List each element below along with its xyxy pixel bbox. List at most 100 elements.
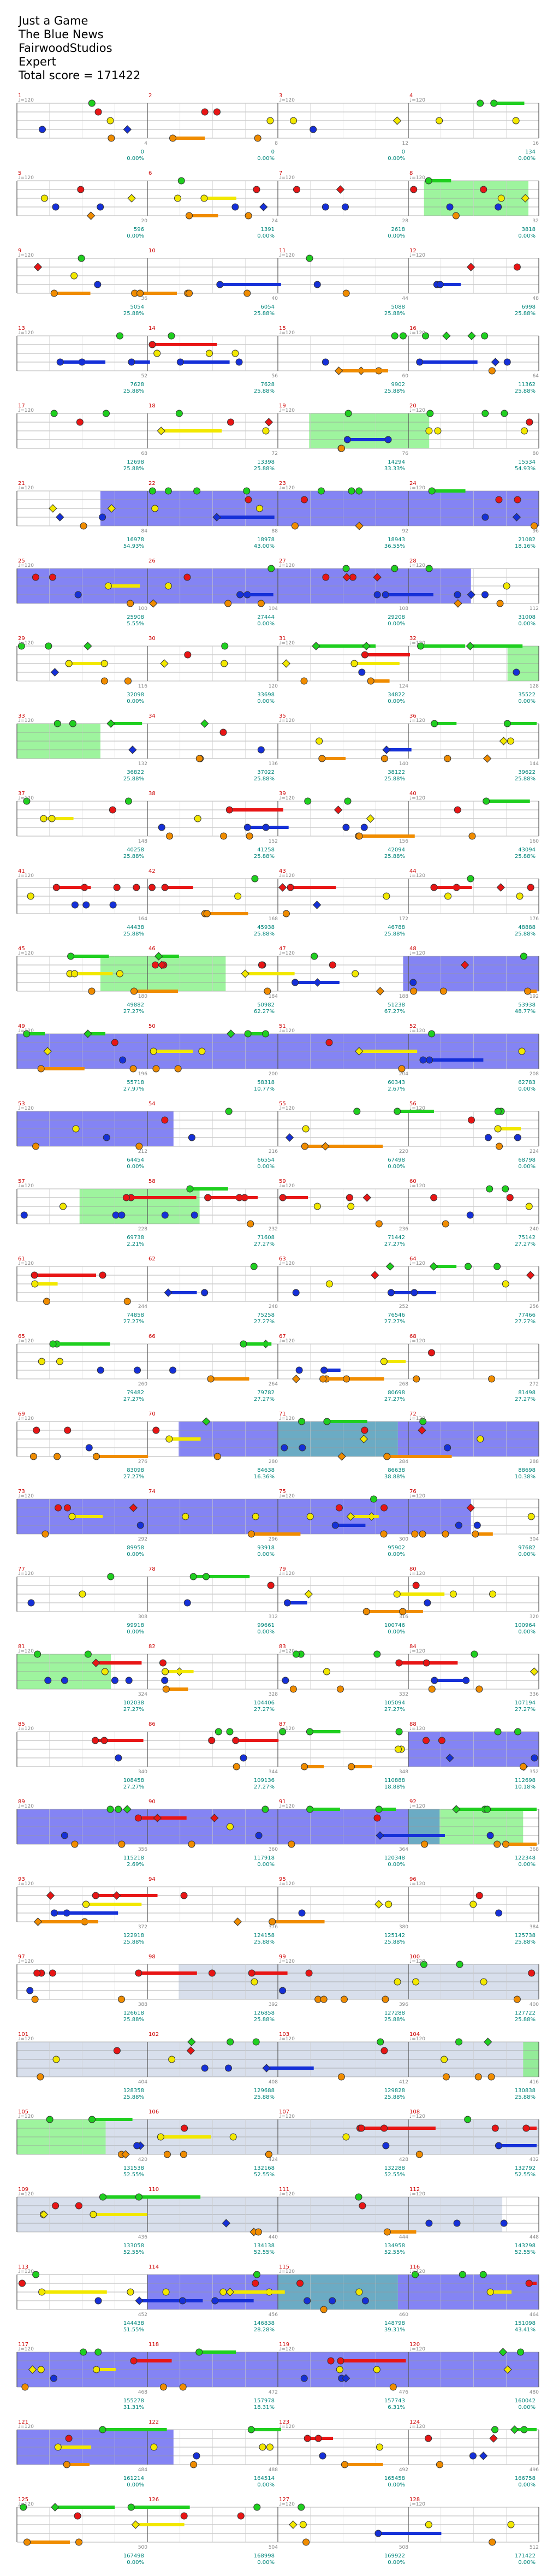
note-gem bbox=[233, 1763, 240, 1770]
note-gem bbox=[302, 2538, 310, 2546]
note-gem bbox=[67, 952, 75, 960]
tempo-mark: ♩=120 bbox=[18, 1261, 34, 1266]
tick-label: 284 bbox=[399, 1459, 408, 1465]
note-gem bbox=[124, 677, 132, 685]
measure-number: 107 bbox=[279, 2109, 289, 2115]
note-gem bbox=[298, 1909, 306, 1917]
tick-label: 208 bbox=[530, 1071, 539, 1077]
measure-percent: 0.00% bbox=[257, 156, 275, 162]
measure-number: 70 bbox=[148, 1411, 156, 1417]
note-gem bbox=[316, 737, 323, 745]
sustain-tail bbox=[54, 1911, 118, 1915]
note-gem bbox=[37, 2073, 44, 2081]
sustain-tail bbox=[131, 360, 150, 364]
note-gem bbox=[373, 2366, 380, 2373]
tempo-mark: ♩=120 bbox=[18, 641, 34, 646]
note-gem bbox=[415, 2151, 423, 2158]
measure-number: 120 bbox=[409, 2342, 420, 2348]
measure-score: 132288 bbox=[384, 2165, 405, 2171]
tick-label: 480 bbox=[530, 2390, 539, 2395]
note-gem bbox=[245, 496, 252, 504]
tick-label: 32 bbox=[533, 218, 539, 224]
note-gem bbox=[475, 1685, 483, 1693]
tempo-mark: ♩=120 bbox=[409, 485, 425, 491]
note-gem bbox=[517, 2348, 525, 2356]
note-gem bbox=[412, 1582, 420, 1589]
tempo-mark: ♩=120 bbox=[18, 1028, 34, 1034]
note-gem bbox=[425, 177, 432, 185]
song-charter: FairwoodStudios bbox=[19, 42, 112, 55]
note-gem bbox=[425, 2435, 432, 2442]
note-gem bbox=[226, 1823, 234, 1831]
note-gem bbox=[99, 1271, 106, 1279]
note-gem bbox=[267, 1582, 275, 1589]
tempo-mark: ♩=120 bbox=[279, 1106, 295, 1111]
note-gem bbox=[99, 513, 106, 521]
measure-percent: 25.88% bbox=[123, 2094, 144, 2100]
tick-label: 152 bbox=[269, 839, 278, 844]
hopo-note bbox=[33, 263, 43, 271]
hopo-note bbox=[241, 969, 249, 978]
hopo-note bbox=[304, 1590, 313, 1598]
measure-percent: 25.88% bbox=[254, 466, 275, 472]
hopo-note bbox=[92, 1659, 100, 1667]
note-gem bbox=[180, 2512, 188, 2520]
note-gem bbox=[53, 1453, 61, 1460]
measure-score: 7628 bbox=[261, 382, 275, 388]
measure-number: 45 bbox=[18, 946, 25, 952]
measure-number: 44 bbox=[409, 868, 417, 874]
note-gem bbox=[70, 272, 78, 280]
note-gem bbox=[27, 1599, 35, 1607]
note-gem bbox=[495, 1909, 503, 1917]
measure-score: 0 bbox=[141, 149, 144, 155]
measure-score: 3818 bbox=[522, 227, 536, 233]
note-gem bbox=[20, 2503, 27, 2511]
measure-number: 92 bbox=[409, 1799, 417, 1805]
note-gem bbox=[100, 1737, 108, 1744]
hopo-note bbox=[84, 642, 92, 650]
measure-percent: 0.00% bbox=[388, 621, 405, 627]
sustain-tail bbox=[70, 955, 109, 958]
note-gem bbox=[484, 1134, 492, 1141]
note-gem bbox=[494, 1108, 502, 1115]
sustain-tail bbox=[282, 1196, 308, 1199]
tempo-mark: ♩=120 bbox=[409, 1028, 425, 1034]
note-gem bbox=[411, 1530, 419, 1538]
note-gem bbox=[224, 600, 232, 607]
note-gem bbox=[94, 108, 102, 116]
note-gem bbox=[322, 573, 330, 581]
note-gem bbox=[181, 2124, 188, 2132]
note-gem bbox=[37, 1065, 45, 1073]
tick-label: 140 bbox=[399, 761, 408, 767]
note-gem bbox=[240, 1754, 247, 1762]
tick-label: 144 bbox=[530, 761, 539, 767]
note-gem bbox=[531, 522, 538, 530]
sustain-tail bbox=[493, 102, 525, 105]
staff-row-17 bbox=[16, 1340, 539, 1383]
note-gem bbox=[94, 2297, 102, 2305]
measure-number: 15 bbox=[279, 325, 286, 331]
note-gem bbox=[346, 1194, 353, 1201]
measure-percent: 0.00% bbox=[127, 698, 144, 704]
measure-number: 34 bbox=[148, 713, 156, 719]
tempo-mark: ♩=120 bbox=[409, 330, 425, 336]
note-gem bbox=[176, 358, 184, 366]
tick-label: 252 bbox=[399, 1304, 408, 1310]
tick-label: 304 bbox=[530, 1537, 539, 1542]
note-gem bbox=[494, 1728, 502, 1736]
staff-row-26 bbox=[16, 2038, 539, 2081]
note-gem bbox=[247, 1530, 255, 1538]
tempo-mark: ♩=120 bbox=[409, 2424, 425, 2430]
hopo-note bbox=[491, 358, 500, 366]
note-gem bbox=[497, 194, 505, 202]
song-title: Just a Game bbox=[19, 14, 88, 27]
staff-row-29 bbox=[16, 2271, 539, 2313]
measure-number: 35 bbox=[279, 713, 286, 719]
measure-percent: 27.27% bbox=[123, 1707, 144, 1713]
measure-percent: 52.55% bbox=[123, 2249, 144, 2255]
hopo-note bbox=[429, 1262, 438, 1271]
note-gem bbox=[384, 436, 392, 443]
hopo-note bbox=[371, 1271, 379, 1280]
note-gem bbox=[387, 1289, 395, 1296]
hopo-note bbox=[526, 1271, 535, 1280]
